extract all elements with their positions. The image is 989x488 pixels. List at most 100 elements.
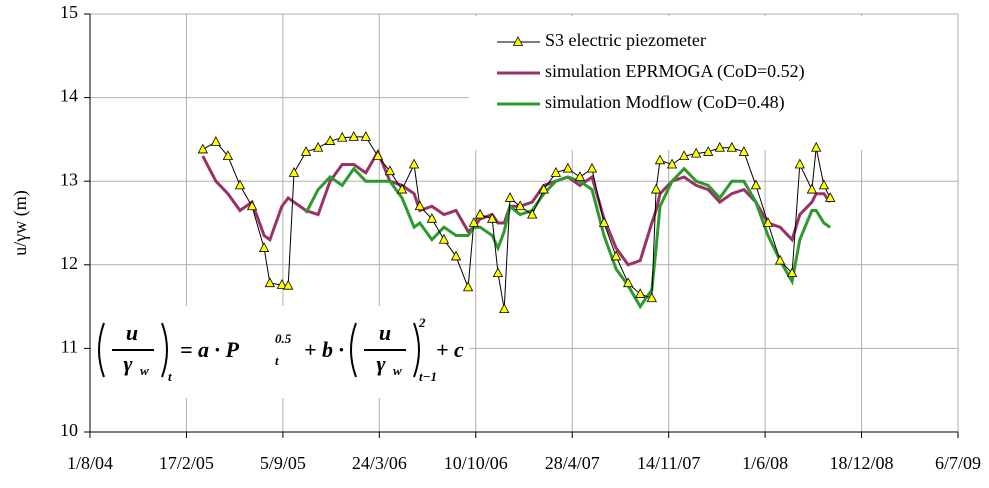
data-point <box>246 200 258 211</box>
formula-box <box>91 306 469 398</box>
formula-text: t−1 <box>419 369 437 384</box>
data-point <box>264 277 276 288</box>
x-tick-label: 6/7/09 <box>935 453 981 473</box>
formula-text: t <box>168 369 172 384</box>
formula-text: = a · P <box>180 337 240 362</box>
x-tick-label: 14/11/07 <box>637 453 700 473</box>
data-point <box>714 141 725 152</box>
data-point <box>574 171 586 181</box>
data-point <box>527 208 538 219</box>
x-tick-label: 18/12/08 <box>830 453 894 473</box>
data-point <box>414 200 426 211</box>
y-tick-label: 15 <box>60 2 78 22</box>
formula-text: w <box>140 363 149 378</box>
paren <box>98 322 168 378</box>
data-point <box>514 200 526 211</box>
data-point <box>678 150 690 161</box>
data-point <box>384 165 396 176</box>
data-point <box>468 217 480 227</box>
data-point <box>197 143 209 154</box>
formula: u γ w t = a · P t 0.5 + b · u γ w 2 t−1 … <box>98 315 464 384</box>
legend-box <box>469 16 957 150</box>
legend-marker <box>512 36 524 46</box>
data-point <box>222 150 234 161</box>
data-point <box>396 183 408 194</box>
data-point <box>288 166 300 177</box>
data-point <box>666 158 678 169</box>
data-point <box>610 250 622 261</box>
data-point <box>372 150 384 161</box>
plot <box>197 131 836 314</box>
data-point <box>646 292 657 303</box>
x-tick-label: 1/8/04 <box>67 453 113 473</box>
x-tick-label: 24/3/06 <box>352 453 407 473</box>
legend: S3 electric piezometer simulation EPRMOGA… <box>497 30 805 113</box>
data-point <box>550 166 561 177</box>
data-point <box>337 131 348 142</box>
y-axis-label: u/γw (m) <box>10 190 31 255</box>
formula-text: 2 <box>418 315 426 330</box>
legend-label: S3 electric piezometer <box>545 30 706 50</box>
data-point <box>811 141 822 152</box>
data-point <box>492 267 504 278</box>
x-tick-label: 5/9/05 <box>260 453 306 473</box>
formula-text: u <box>126 320 138 345</box>
x-tick-label: 28/4/07 <box>545 453 600 473</box>
series-line <box>202 136 831 310</box>
formula-text: t <box>275 353 279 368</box>
paren <box>350 322 420 378</box>
formula-text: γ <box>123 351 133 376</box>
data-point <box>487 212 498 223</box>
data-point <box>438 233 450 244</box>
data-point <box>312 141 324 152</box>
data-point <box>738 146 750 156</box>
data-point <box>762 217 774 227</box>
data-point <box>622 277 634 288</box>
data-point <box>258 242 270 252</box>
data-point <box>408 158 420 169</box>
data-point <box>360 131 371 141</box>
y-tick-label: 13 <box>60 169 78 189</box>
series-line <box>304 166 832 310</box>
data-point <box>426 212 438 223</box>
data-point <box>794 158 805 169</box>
x-tick-label: 17/2/05 <box>159 453 214 473</box>
data-point <box>538 183 549 194</box>
data-point <box>562 162 574 173</box>
legend-label: simulation EPRMOGA (CoD=0.52) <box>545 61 805 82</box>
data-point <box>703 146 714 156</box>
data-point <box>348 131 359 141</box>
data-point <box>504 192 516 202</box>
data-point <box>462 281 474 292</box>
data-point <box>690 147 702 158</box>
formula-text: + c <box>436 337 464 362</box>
data-point <box>499 303 510 314</box>
formula-text: w <box>393 363 402 378</box>
legend-label: simulation Modflow (CoD=0.48) <box>545 92 785 113</box>
data-point <box>825 192 836 202</box>
formula-text: + b · <box>304 337 344 362</box>
data-point <box>806 183 818 194</box>
data-point <box>650 183 662 194</box>
data-point <box>786 267 798 278</box>
x-tick-label: 1/6/08 <box>742 453 788 473</box>
data-point <box>750 179 762 190</box>
data-point <box>818 179 830 190</box>
formula-text: u <box>379 320 391 345</box>
data-point <box>598 217 610 227</box>
data-point <box>635 288 646 298</box>
data-point <box>474 208 486 219</box>
x-tick-label: 10/10/06 <box>444 453 508 473</box>
data-point <box>726 141 738 152</box>
data-point <box>283 279 294 290</box>
data-point <box>300 146 312 156</box>
formula-text: γ <box>376 351 386 376</box>
y-tick-label: 14 <box>60 86 78 106</box>
data-point <box>654 154 666 165</box>
data-point <box>324 135 336 145</box>
data-point <box>234 179 246 190</box>
data-point <box>276 279 288 289</box>
formula-text: 0.5 <box>275 331 292 346</box>
y-tick-label: 10 <box>60 420 78 440</box>
